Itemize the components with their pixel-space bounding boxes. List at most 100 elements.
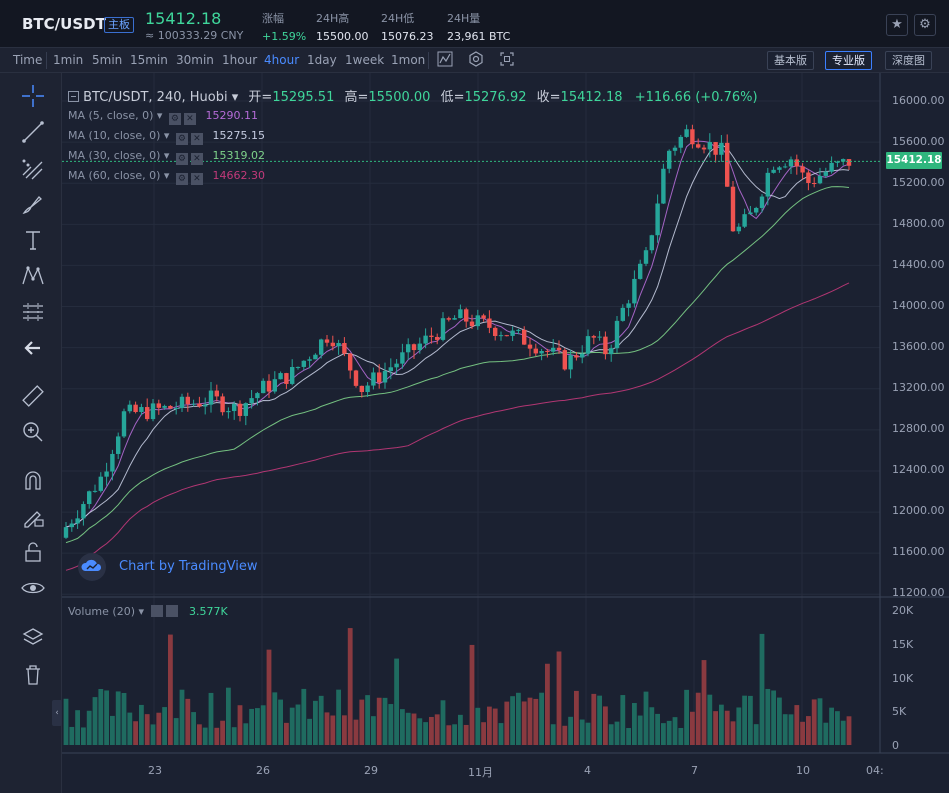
candle-body [493,327,498,336]
tf-1hour[interactable]: 1hour [222,53,258,67]
price-chart[interactable] [62,73,949,793]
layers-icon[interactable] [20,625,46,651]
gear-icon[interactable]: ⚙ [175,153,188,165]
volume-bar [330,715,336,745]
ma-label: MA (60, close, 0) [68,169,161,182]
eye-icon[interactable] [20,575,46,601]
volume-bar [811,699,817,745]
tf-15min[interactable]: 15min [130,53,168,67]
tf-1day[interactable]: 1day [307,53,337,67]
volume-bar [788,714,794,745]
crosshair-icon[interactable] [20,83,46,109]
gear-icon[interactable]: ⚙ [175,173,188,185]
symbol-dropdown-icon[interactable]: ▾ [231,90,239,105]
volume-bar [173,718,179,745]
dropdown-icon[interactable]: ▾ [163,149,170,162]
hexagon-settings-icon[interactable] [467,51,485,69]
tf-1week[interactable]: 1week [345,53,385,67]
magnet-icon[interactable] [20,467,46,493]
arrow-left-icon[interactable] [20,335,46,361]
gear-icon[interactable]: ⚙ [175,133,188,145]
candle-body [388,367,393,372]
candle-body [104,471,109,477]
tf-1mon[interactable]: 1mon [391,53,426,67]
tf-4hour[interactable]: 4hour [264,53,300,67]
candle-body [266,380,272,392]
volume-bar [249,708,254,745]
dropdown-icon[interactable]: ▾ [156,109,163,122]
indicator-icon[interactable] [436,51,454,69]
volume-bar [475,707,481,745]
unlock-icon[interactable] [20,539,46,565]
symbol-label[interactable]: BTC/USDT, 240, Huobi [83,90,228,105]
volume-bar [272,692,278,745]
collapse-toolbar-icon[interactable]: ‹ [52,700,62,726]
ma-value: 15275.15 [212,129,265,142]
candle-body [342,342,347,354]
ma10-legend[interactable]: MA (10, close, 0) ▾ ⚙ ✕ 15275.15 [68,129,265,145]
candle-body [585,336,591,354]
candle-body [788,159,794,167]
brush-icon[interactable] [20,191,46,217]
volume-bar [759,633,765,745]
candle-body [417,343,422,351]
collapse-box-icon[interactable] [68,91,79,102]
candle-body [620,307,625,321]
volume-bar [347,628,353,745]
volume-bar [626,728,631,745]
volume-bar [115,691,121,745]
volume-bar [608,724,614,745]
candle-body [208,390,214,405]
candle-body [707,142,712,150]
close-icon[interactable]: ✕ [183,113,196,125]
prediction-icon[interactable] [20,299,46,325]
close-icon[interactable]: ✕ [190,153,203,165]
cny-price: ≈ 100333.29 CNY [145,29,244,42]
trend-line-icon[interactable] [20,119,46,145]
candle-body [458,309,463,319]
volume-bar [278,699,283,745]
close-icon[interactable]: ✕ [190,133,203,145]
tf-1min[interactable]: 1min [53,53,84,67]
ma-label: MA (5, close, 0) [68,109,154,122]
dropdown-icon[interactable]: ▾ [163,129,170,142]
gear-icon[interactable]: ⚙ [168,113,181,125]
volume-bar [150,724,156,745]
ruler-icon[interactable] [20,383,46,409]
volume-bar [742,695,747,745]
text-tool-icon[interactable] [20,227,46,253]
candle-body [423,335,428,344]
view-basic-button[interactable]: 基本版 [767,51,814,70]
candle-body [777,167,782,170]
close-icon[interactable] [165,605,178,617]
close-icon[interactable]: ✕ [190,173,203,185]
time-label[interactable]: Time [13,53,43,67]
candle-body [220,396,225,413]
view-pro-button[interactable]: 专业版 [825,51,872,70]
time-axis-label: 26 [256,764,270,777]
volume-bar [846,716,852,745]
price-axis-label: 15600.00 [892,135,945,148]
dropdown-icon[interactable]: ▾ [163,169,170,182]
zoom-in-icon[interactable] [20,419,46,445]
volume-legend[interactable]: Volume (20) ▾ 3.577K [68,605,228,618]
volume-bar [405,712,411,745]
trash-icon[interactable] [20,661,46,687]
ma5-legend[interactable]: MA (5, close, 0) ▾ ⚙ ✕ 15290.11 [68,109,258,125]
star-icon[interactable]: ★ [886,14,908,36]
ma60-legend[interactable]: MA (60, close, 0) ▾ ⚙ ✕ 14662.30 [68,169,265,185]
fullscreen-icon[interactable] [498,51,516,69]
gear-icon[interactable] [150,605,163,617]
tf-30min[interactable]: 30min [176,53,214,67]
view-depth-button[interactable]: 深度图 [885,51,932,70]
lock-drawing-icon[interactable] [20,503,46,529]
volume-bar [765,688,771,745]
pattern-icon[interactable] [20,263,46,289]
tf-5min[interactable]: 5min [92,53,123,67]
volume-bar [771,690,776,745]
pitchfork-icon[interactable] [20,155,46,181]
settings-icon[interactable]: ⚙ [914,14,936,36]
ma30-legend[interactable]: MA (30, close, 0) ▾ ⚙ ✕ 15319.02 [68,149,265,165]
dropdown-icon[interactable]: ▾ [138,605,145,618]
pair-title[interactable]: BTC/USDT [22,15,106,33]
